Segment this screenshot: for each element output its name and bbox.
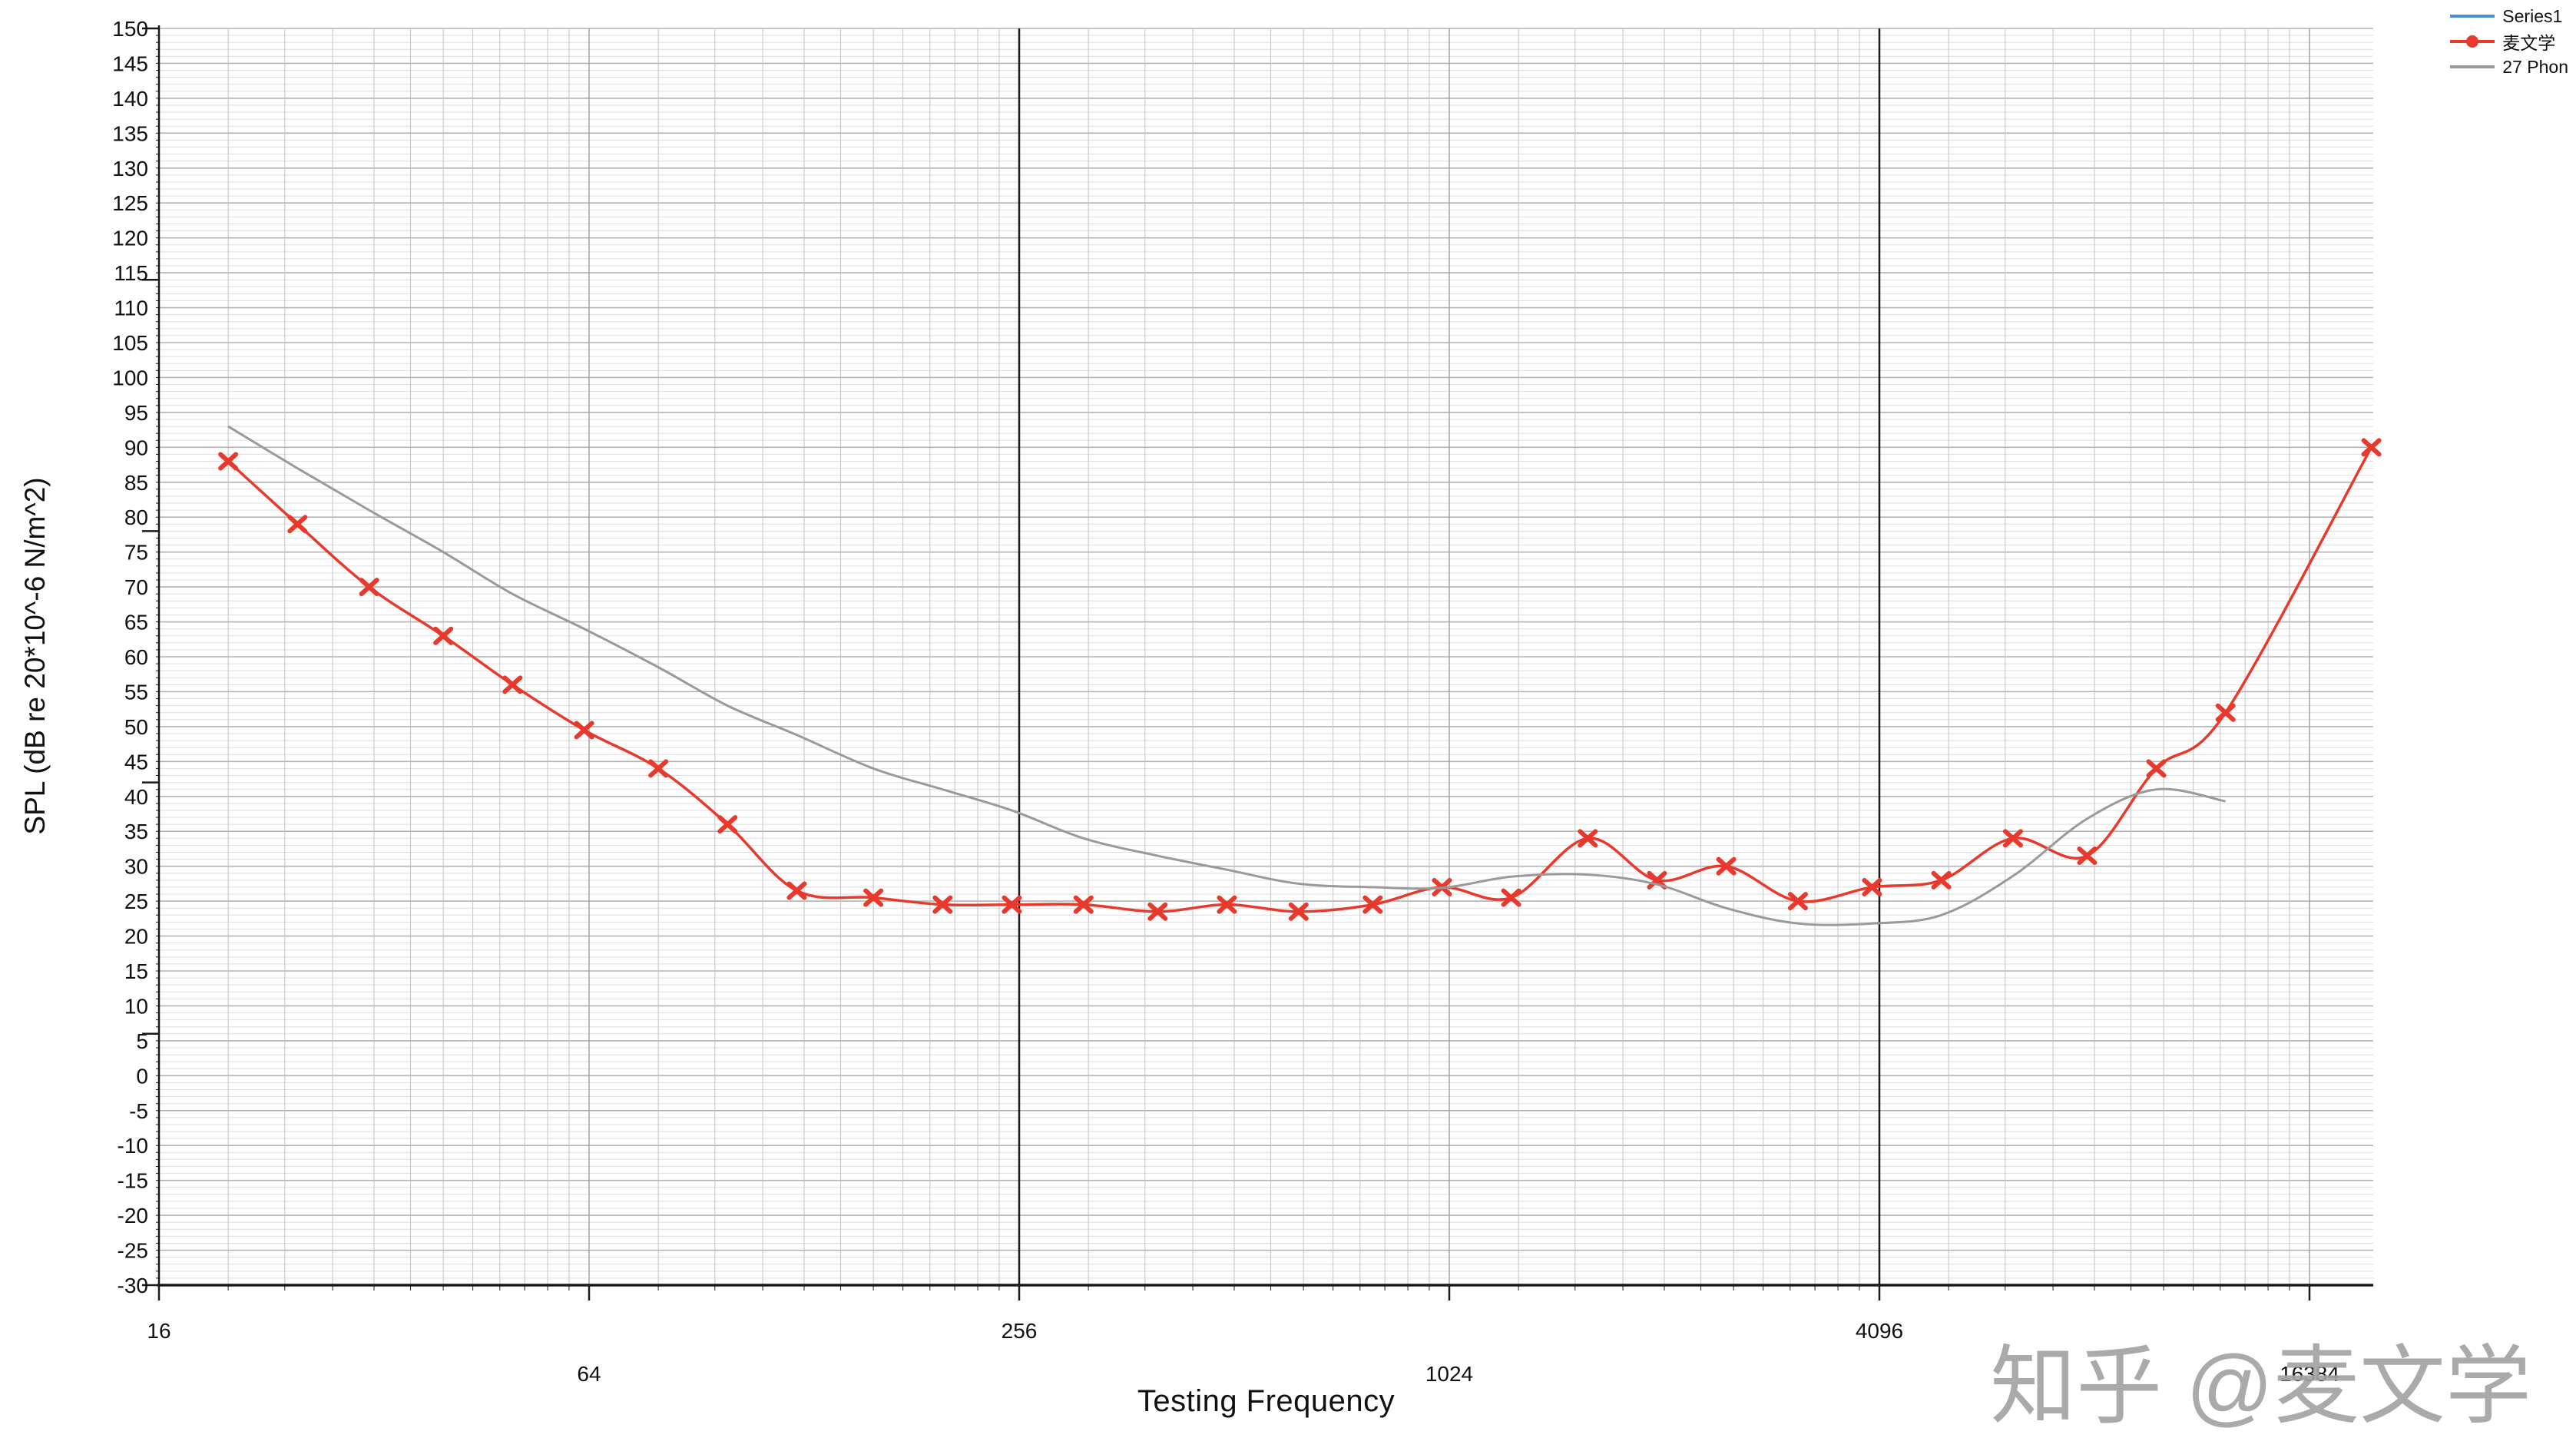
y-tick-label: 115 (114, 261, 148, 285)
y-tick-label: -25 (118, 1239, 148, 1263)
y-tick-label: -15 (118, 1169, 148, 1193)
legend-item-27phon: 27 Phon (2450, 57, 2568, 77)
y-tick-label: 110 (114, 297, 148, 320)
legend: Series1 麦文学 27 Phon (2450, 6, 2568, 77)
y-tick-label: -20 (118, 1204, 148, 1228)
legend-line-sample-series1 (2450, 15, 2495, 18)
x-tick-label: 4096 (1856, 1319, 1903, 1343)
x-tick-label: 1024 (1425, 1362, 1473, 1386)
y-tick-label: 40 (124, 785, 148, 809)
y-tick-label: 50 (124, 715, 148, 739)
legend-line-sample-27phon (2450, 65, 2495, 68)
watermark: 知乎 @麦文学 (1990, 1338, 2531, 1434)
x-axis-title: Testing Frequency (1137, 1384, 1396, 1418)
y-tick-label: -30 (118, 1274, 148, 1297)
y-tick-label: 95 (124, 401, 148, 425)
y-tick-label: 100 (112, 366, 148, 389)
y-tick-label: 135 (112, 121, 148, 145)
y-tick-label: 145 (112, 51, 148, 75)
y-tick-label: 105 (112, 331, 148, 355)
y-tick-label: -5 (129, 1099, 148, 1123)
y-tick-label: 85 (124, 471, 148, 495)
y-tick-label: 25 (124, 890, 148, 913)
y-tick-label: 10 (124, 994, 148, 1018)
series-markers-麦文学 (218, 438, 2382, 921)
x-tick-label: 64 (577, 1362, 601, 1386)
y-tick-label: 55 (124, 680, 148, 704)
x-tick-label: 16 (147, 1319, 171, 1343)
y-tick-label: 5 (136, 1029, 148, 1053)
y-tick-label: 125 (112, 191, 148, 215)
y-tick-label: 65 (124, 611, 148, 635)
y-tick-label: 120 (112, 227, 148, 250)
legend-item-series1: Series1 (2450, 6, 2568, 26)
y-tick-label: 35 (124, 820, 148, 843)
y-tick-label: 130 (112, 157, 148, 181)
y-tick-label: 140 (112, 87, 148, 111)
legend-label: 27 Phon (2502, 56, 2568, 77)
y-tick-label: 30 (124, 855, 148, 879)
y-tick-label: 45 (124, 750, 148, 774)
y-tick-label: 150 (112, 17, 148, 41)
y-tick-label: 20 (124, 925, 148, 949)
y-axis-title: SPL (dB re 20*10^-6 N/m^2) (19, 477, 51, 835)
y-tick-label: 75 (124, 541, 148, 565)
legend-line-dot-sample-maiwenxue (2450, 35, 2495, 48)
y-tick-label: -10 (118, 1134, 148, 1158)
x-tick-label: 256 (1002, 1319, 1038, 1343)
y-tick-label: 70 (124, 575, 148, 599)
x-tick-label: 16384 (2280, 1362, 2339, 1386)
y-tick-label: 90 (124, 436, 148, 459)
y-tick-label: 80 (124, 505, 148, 529)
y-tick-label: 15 (124, 959, 148, 983)
legend-label: 麦文学 (2502, 33, 2556, 53)
legend-item-maiwenxue: 麦文学 (2450, 31, 2568, 53)
y-tick-label: 0 (136, 1064, 148, 1088)
legend-label: Series1 (2502, 5, 2563, 26)
y-tick-label: 60 (124, 645, 148, 669)
series-line-27 Phon (227, 425, 2226, 926)
